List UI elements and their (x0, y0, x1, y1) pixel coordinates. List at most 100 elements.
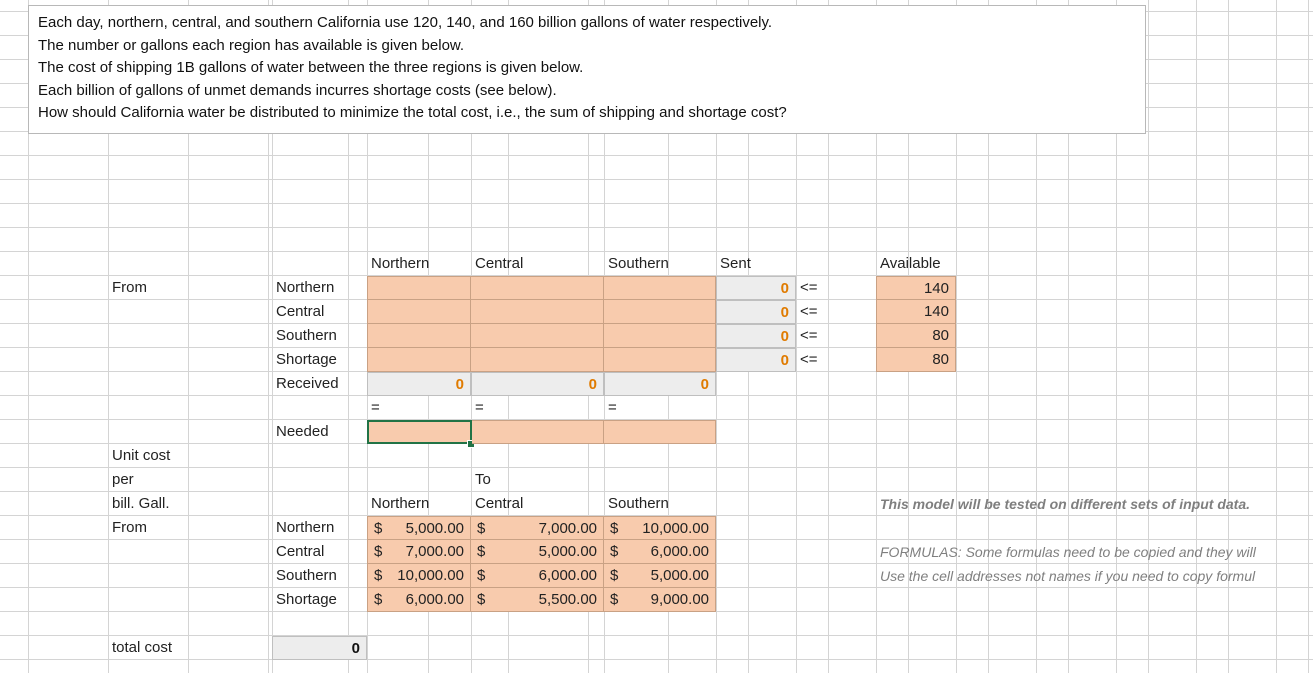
problem-line: The cost of shipping 1B gallons of water… (38, 59, 584, 76)
from-label: From (112, 279, 147, 296)
cost-value: 10,000.00 (397, 567, 464, 584)
unit-cost-label: per (112, 471, 134, 488)
currency-symbol: $ (610, 543, 619, 560)
cost-cell[interactable]: $9,000.00 (604, 588, 716, 612)
to-label: To (475, 471, 491, 488)
cost-value: 5,500.00 (538, 591, 597, 608)
cost-cell[interactable]: $5,000.00 (471, 540, 604, 564)
ship-cell[interactable] (604, 276, 716, 300)
fill-handle[interactable] (467, 440, 475, 448)
available-cell-shortage[interactable]: 80 (876, 348, 956, 372)
ship-cell[interactable] (367, 300, 471, 324)
total-cost-value[interactable]: 0 (272, 636, 367, 660)
ship-row-label-central: Central (276, 303, 325, 320)
sent-cell-northern[interactable]: 0 (716, 276, 796, 300)
currency-symbol: $ (610, 567, 619, 584)
currency-symbol: $ (374, 543, 383, 560)
cost-header-southern: Southern (608, 495, 669, 512)
ship-cell[interactable] (471, 276, 604, 300)
cost-cell[interactable]: $5,000.00 (604, 564, 716, 588)
column-divider (108, 0, 109, 673)
leq-operator: <= (800, 351, 818, 368)
received-cell-central[interactable]: 0 (471, 372, 604, 396)
sent-cell-shortage[interactable]: 0 (716, 348, 796, 372)
ship-cell[interactable] (367, 324, 471, 348)
ship-cell[interactable] (604, 324, 716, 348)
cost-value: 6,000.00 (650, 543, 709, 560)
received-label: Received (276, 375, 339, 392)
column-divider (796, 0, 797, 673)
unit-cost-label: bill. Gall. (112, 495, 170, 512)
currency-symbol: $ (374, 591, 383, 608)
needed-cell-northern[interactable] (367, 420, 472, 444)
ship-cell[interactable] (471, 348, 604, 372)
cost-cell[interactable]: $7,000.00 (471, 516, 604, 540)
cost-row-label-northern: Northern (276, 519, 335, 536)
cost-value: 6,000.00 (405, 591, 464, 608)
ship-cell[interactable] (367, 348, 471, 372)
cost-header-central: Central (475, 495, 524, 512)
problem-line: Each day, northern, central, and souther… (38, 14, 773, 31)
ship-cell[interactable] (471, 324, 604, 348)
currency-symbol: $ (610, 591, 619, 608)
problem-textbox[interactable]: Each day, northern, central, and souther… (28, 5, 1146, 134)
ship-cell[interactable] (604, 348, 716, 372)
ship-cell[interactable] (367, 276, 471, 300)
cost-cell[interactable]: $7,000.00 (367, 540, 471, 564)
cost-value: 5,000.00 (650, 567, 709, 584)
needed-label: Needed (276, 423, 329, 440)
cost-cell[interactable]: $5,500.00 (471, 588, 604, 612)
sent-cell-southern[interactable]: 0 (716, 324, 796, 348)
sent-cell-central[interactable]: 0 (716, 300, 796, 324)
currency-symbol: $ (477, 520, 486, 537)
problem-line: How should California water be distribut… (38, 104, 787, 121)
cost-value: 7,000.00 (405, 543, 464, 560)
cost-cell[interactable]: $6,000.00 (471, 564, 604, 588)
currency-symbol: $ (477, 591, 486, 608)
ship-header-southern: Southern (608, 255, 669, 272)
needed-cell-central[interactable] (472, 420, 604, 444)
ship-row-label-southern: Southern (276, 327, 337, 344)
column-divider (1036, 0, 1037, 673)
cost-row-label-southern: Southern (276, 567, 337, 584)
leq-operator: <= (800, 327, 818, 344)
needed-cell-southern[interactable] (604, 420, 716, 444)
currency-symbol: $ (374, 520, 383, 537)
available-cell-southern[interactable]: 80 (876, 324, 956, 348)
received-cell-southern[interactable]: 0 (604, 372, 716, 396)
formulas-note: FORMULAS: Some formulas need to be copie… (880, 544, 1256, 560)
ship-row-label-northern: Northern (276, 279, 335, 296)
currency-symbol: $ (477, 543, 486, 560)
column-divider (1196, 0, 1197, 673)
cost-value: 10,000.00 (642, 520, 709, 537)
available-cell-central[interactable]: 140 (876, 300, 956, 324)
received-cell-northern[interactable]: 0 (367, 372, 471, 396)
equals-sign: = (608, 399, 617, 416)
equals-sign: = (371, 399, 380, 416)
cost-cell[interactable]: $5,000.00 (367, 516, 471, 540)
ship-cell[interactable] (471, 300, 604, 324)
ship-row-label-shortage: Shortage (276, 351, 337, 368)
column-divider (272, 0, 273, 673)
ship-cell[interactable] (604, 300, 716, 324)
cost-row-label-shortage: Shortage (276, 591, 337, 608)
total-cost-label: total cost (112, 639, 173, 656)
cost-cell[interactable]: $10,000.00 (367, 564, 471, 588)
available-cell-northern[interactable]: 140 (876, 276, 956, 300)
cost-value: 5,000.00 (538, 543, 597, 560)
currency-symbol: $ (477, 567, 486, 584)
problem-line: The number or gallons each region has av… (38, 36, 465, 54)
equals-sign: = (475, 399, 484, 416)
column-divider (956, 0, 957, 673)
cost-cell[interactable]: $6,000.00 (604, 540, 716, 564)
ship-header-central: Central (475, 255, 524, 272)
cost-value: 6,000.00 (538, 567, 597, 584)
currency-symbol: $ (374, 567, 383, 584)
cost-cell[interactable]: $6,000.00 (367, 588, 471, 612)
leq-operator: <= (800, 279, 818, 296)
cost-from-label: From (112, 519, 147, 536)
cost-cell[interactable]: $10,000.00 (604, 516, 716, 540)
test-note: This model will be tested on different s… (880, 496, 1251, 512)
unit-cost-label: Unit cost (112, 447, 171, 464)
cost-value: 5,000.00 (405, 520, 464, 537)
